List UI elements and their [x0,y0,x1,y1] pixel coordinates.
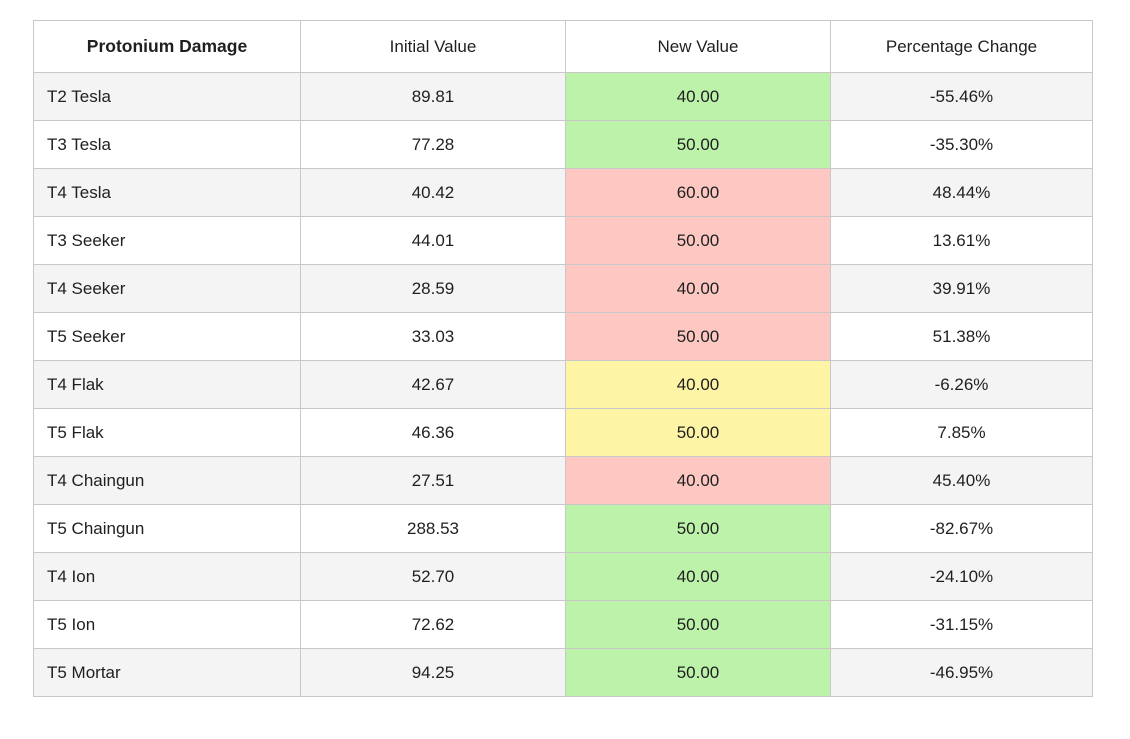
table-row: T4 Ion 52.70 40.00 -24.10% [33,552,1093,601]
percentage-change-cell: 45.40% [830,456,1093,505]
table-row: T3 Seeker 44.01 50.00 13.61% [33,216,1093,265]
table-row: T5 Mortar 94.25 50.00 -46.95% [33,648,1093,697]
initial-value-cell: 28.59 [300,264,566,313]
initial-value-cell: 33.03 [300,312,566,361]
table-row: T4 Seeker 28.59 40.00 39.91% [33,264,1093,313]
initial-value-cell: 77.28 [300,120,566,169]
new-value-cell: 50.00 [565,120,831,169]
table-row: T5 Chaingun 288.53 50.00 -82.67% [33,504,1093,553]
column-header-new-value: New Value [565,20,831,73]
initial-value-cell: 288.53 [300,504,566,553]
row-label: T5 Ion [33,600,301,649]
row-label: T3 Tesla [33,120,301,169]
new-value-cell: 50.00 [565,312,831,361]
percentage-change-cell: -46.95% [830,648,1093,697]
table-row: T4 Flak 42.67 40.00 -6.26% [33,360,1093,409]
row-label: T4 Ion [33,552,301,601]
row-label: T4 Seeker [33,264,301,313]
initial-value-cell: 72.62 [300,600,566,649]
new-value-cell: 40.00 [565,72,831,121]
percentage-change-cell: -31.15% [830,600,1093,649]
row-label: T3 Seeker [33,216,301,265]
percentage-change-cell: 51.38% [830,312,1093,361]
new-value-cell: 50.00 [565,216,831,265]
new-value-cell: 60.00 [565,168,831,217]
table-row: T5 Seeker 33.03 50.00 51.38% [33,312,1093,361]
new-value-cell: 50.00 [565,648,831,697]
column-header-percentage-change: Percentage Change [830,20,1093,73]
table-row: T5 Ion 72.62 50.00 -31.15% [33,600,1093,649]
new-value-cell: 40.00 [565,264,831,313]
table-row: T5 Flak 46.36 50.00 7.85% [33,408,1093,457]
initial-value-cell: 89.81 [300,72,566,121]
new-value-cell: 40.00 [565,552,831,601]
percentage-change-cell: -24.10% [830,552,1093,601]
table-row: T4 Tesla 40.42 60.00 48.44% [33,168,1093,217]
row-label: T5 Seeker [33,312,301,361]
initial-value-cell: 46.36 [300,408,566,457]
initial-value-cell: 40.42 [300,168,566,217]
row-label: T4 Flak [33,360,301,409]
header-row: Protonium Damage Initial Value New Value… [33,20,1093,73]
column-header-protonium-damage: Protonium Damage [33,20,301,73]
row-label: T5 Flak [33,408,301,457]
row-label: T4 Tesla [33,168,301,217]
table-body: T2 Tesla 89.81 40.00 -55.46% T3 Tesla 77… [33,72,1093,697]
row-label: T4 Chaingun [33,456,301,505]
table-row: T2 Tesla 89.81 40.00 -55.46% [33,72,1093,121]
new-value-cell: 50.00 [565,408,831,457]
percentage-change-cell: 39.91% [830,264,1093,313]
new-value-cell: 40.00 [565,360,831,409]
percentage-change-cell: -82.67% [830,504,1093,553]
initial-value-cell: 42.67 [300,360,566,409]
column-header-initial-value: Initial Value [300,20,566,73]
initial-value-cell: 27.51 [300,456,566,505]
row-label: T5 Chaingun [33,504,301,553]
percentage-change-cell: 13.61% [830,216,1093,265]
initial-value-cell: 94.25 [300,648,566,697]
row-label: T2 Tesla [33,72,301,121]
row-label: T5 Mortar [33,648,301,697]
percentage-change-cell: 48.44% [830,168,1093,217]
initial-value-cell: 44.01 [300,216,566,265]
protonium-damage-table: Protonium Damage Initial Value New Value… [33,20,1093,697]
percentage-change-cell: -6.26% [830,360,1093,409]
percentage-change-cell: 7.85% [830,408,1093,457]
new-value-cell: 40.00 [565,456,831,505]
table-row: T4 Chaingun 27.51 40.00 45.40% [33,456,1093,505]
percentage-change-cell: -55.46% [830,72,1093,121]
percentage-change-cell: -35.30% [830,120,1093,169]
damage-table-container: Protonium Damage Initial Value New Value… [33,20,1093,697]
table-header: Protonium Damage Initial Value New Value… [33,20,1093,73]
initial-value-cell: 52.70 [300,552,566,601]
new-value-cell: 50.00 [565,600,831,649]
new-value-cell: 50.00 [565,504,831,553]
table-row: T3 Tesla 77.28 50.00 -35.30% [33,120,1093,169]
